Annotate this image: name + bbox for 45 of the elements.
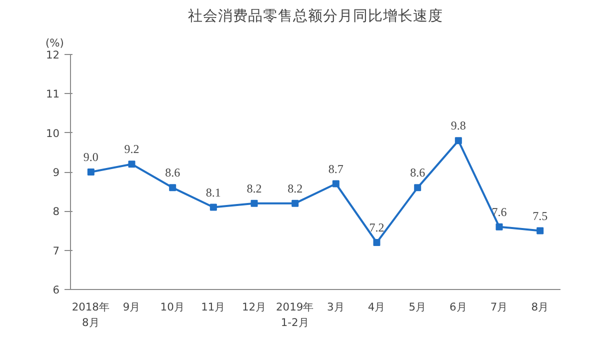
y-axis-title: (%) bbox=[46, 36, 64, 50]
point bbox=[373, 239, 380, 246]
y-tick-label: 10 bbox=[46, 126, 60, 140]
point bbox=[250, 200, 258, 207]
data-label: 9.2 bbox=[124, 142, 140, 156]
x-tick-label: 7月 bbox=[490, 300, 508, 314]
data-label: 9.8 bbox=[450, 118, 466, 133]
x-tick-label: 5月 bbox=[408, 300, 426, 314]
chart-title: 社会消费品零售总额分月同比增长速度 bbox=[188, 8, 443, 24]
point bbox=[332, 180, 340, 188]
data-label: 8.7 bbox=[328, 162, 344, 176]
y-tick-label: 12 bbox=[46, 48, 60, 62]
x-tick-label: 2018年 8月 bbox=[72, 300, 110, 330]
y-tick-label: 7 bbox=[52, 244, 60, 258]
x-tick-label: 10月 bbox=[160, 300, 185, 314]
point bbox=[128, 160, 136, 168]
y-tick-label: 6 bbox=[52, 284, 60, 296]
point bbox=[87, 168, 94, 176]
data-label: 8.1 bbox=[206, 185, 221, 200]
data-label: 8.2 bbox=[246, 181, 262, 196]
data-label: 7.5 bbox=[532, 208, 548, 223]
x-tick-label: 9月 bbox=[122, 300, 141, 314]
point bbox=[496, 223, 503, 230]
point bbox=[210, 204, 217, 211]
point bbox=[292, 200, 299, 207]
point bbox=[536, 227, 544, 234]
x-tick-label: 12月 bbox=[242, 300, 267, 314]
data-label: 7.2 bbox=[369, 220, 384, 234]
y-tick-label: 11 bbox=[46, 88, 60, 101]
point bbox=[169, 184, 176, 192]
point bbox=[454, 137, 462, 144]
x-tick-label: 11月 bbox=[201, 300, 226, 314]
x-tick-label: 2019年 1-2月 bbox=[276, 300, 314, 330]
y-tick-label: 8 bbox=[52, 205, 60, 218]
data-label: 8.6 bbox=[410, 166, 426, 180]
point bbox=[414, 184, 422, 192]
data-label: 7.6 bbox=[492, 204, 507, 219]
x-tick-label: 8月 bbox=[531, 300, 549, 314]
data-label: 8.2 bbox=[288, 181, 303, 196]
data-label: 9.0 bbox=[83, 150, 98, 164]
data-label: 8.6 bbox=[165, 166, 180, 180]
y-tick-label: 9 bbox=[52, 166, 60, 179]
x-tick-label: 4月 bbox=[368, 300, 386, 314]
x-tick-label: 3月 bbox=[327, 300, 345, 314]
x-tick-label: 6月 bbox=[450, 300, 468, 314]
